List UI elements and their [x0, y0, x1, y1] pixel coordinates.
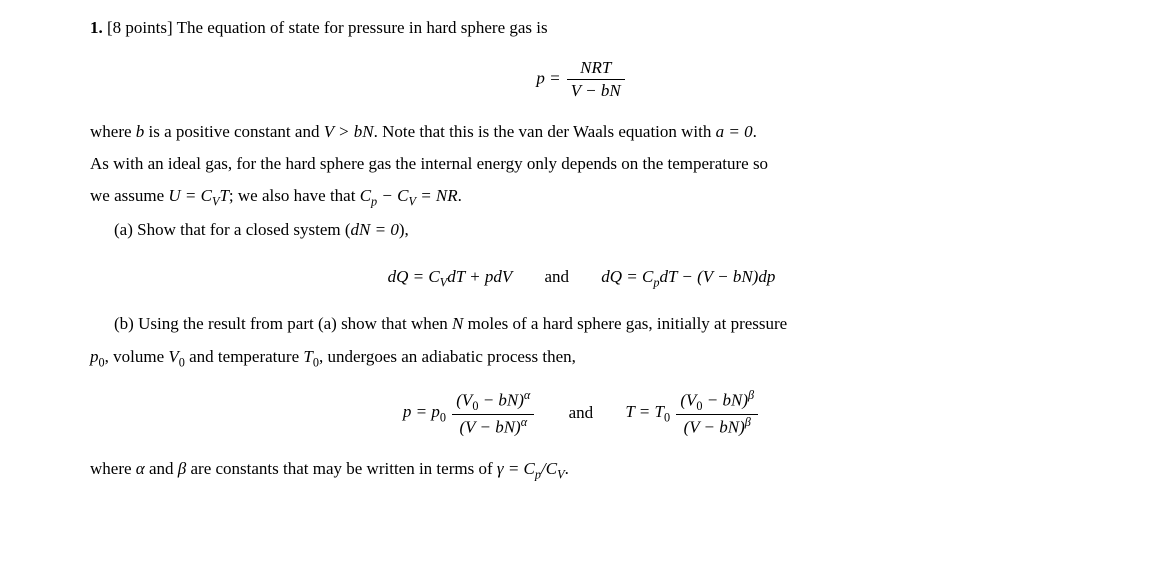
equation-of-state: p = NRT V − bN: [90, 58, 1073, 101]
eos-num: NRT: [580, 58, 611, 77]
part-a-prompt: (a) Show that for a closed system (dN = …: [90, 214, 1073, 246]
eos-fraction: NRT V − bN: [567, 58, 625, 101]
paragraph-3: we assume U = CVT; we also have that Cp …: [90, 180, 1073, 214]
part-b-closing: where α and β are constants that may be …: [90, 453, 1073, 487]
and-label: and: [544, 261, 569, 293]
paragraph-1: where b is a positive constant and V > b…: [90, 116, 1073, 148]
and-label-b: and: [569, 397, 594, 429]
intro-text: The equation of state for pressure in ha…: [177, 18, 548, 37]
eq-dq-cp: dQ = CpdT − (V − bN)dp: [601, 261, 775, 295]
part-a-equations: dQ = CVdT + pdV and dQ = CpdT − (V − bN)…: [90, 260, 1073, 294]
eq-p-adiabatic: p = p0 (V0 − bN)α (V − bN)α: [403, 388, 536, 438]
problem-header-line: 1. [8 points] The equation of state for …: [90, 12, 1073, 44]
part-b-line1: (b) Using the result from part (a) show …: [90, 308, 1073, 340]
problem-number: 1.: [90, 18, 103, 37]
problem-1: 1. [8 points] The equation of state for …: [90, 12, 1073, 486]
eos-den: V − bN: [571, 81, 621, 100]
eos-lhs: p =: [536, 69, 560, 88]
paragraph-2: As with an ideal gas, for the hard spher…: [90, 148, 1073, 180]
eq-dq-cv: dQ = CVdT + pdV: [388, 261, 513, 295]
problem-points: [8 points]: [107, 18, 173, 37]
eq-t-adiabatic: T = T0 (V0 − bN)β (V − bN)β: [625, 388, 760, 438]
part-b-equations: p = p0 (V0 − bN)α (V − bN)α and T = T0 (…: [90, 388, 1073, 438]
part-b-line2: p0, volume V0 and temperature T0, underg…: [90, 341, 1073, 375]
